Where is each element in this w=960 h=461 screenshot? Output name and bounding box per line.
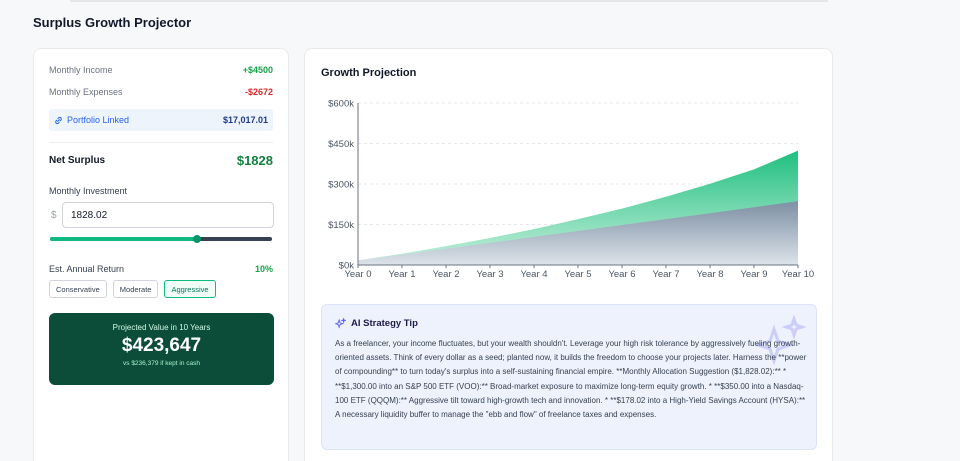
projected-value-comparison: vs $236,379 if kept in cash <box>123 360 200 367</box>
portfolio-link[interactable]: Portfolio Linked <box>54 115 129 125</box>
slider-thumb[interactable] <box>192 235 201 243</box>
x-tick-label: Year 10 <box>782 269 814 280</box>
income-value: +$4500 <box>242 65 273 75</box>
y-tick-label: $300k <box>328 180 354 191</box>
x-tick-label: Year 6 <box>608 269 635 280</box>
top-divider <box>70 0 828 2</box>
sparkle-icon <box>335 318 346 329</box>
net-surplus-row: Net Surplus $1828 <box>49 153 273 168</box>
income-label: Monthly Income <box>49 65 113 75</box>
x-tick-label: Year 2 <box>432 269 459 280</box>
growth-projection-panel: Growth Projection $0k $150k $300k $450k $600… <box>304 48 833 461</box>
annual-return-label: Est. Annual Return <box>49 264 125 274</box>
x-tick-label: Year 5 <box>564 269 591 280</box>
x-tick-label: Year 0 <box>344 269 371 280</box>
y-tick-label: $0k <box>339 261 355 272</box>
divider <box>49 142 273 143</box>
projected-value-card: Projected Value in 10 Years $423,647 vs … <box>49 313 274 385</box>
investment-slider[interactable] <box>50 235 272 243</box>
moderate-button[interactable]: Moderate <box>112 280 159 298</box>
risk-profile-options: Conservative Moderate Aggressive <box>49 280 216 298</box>
monthly-investment-input[interactable] <box>62 202 274 228</box>
expenses-label: Monthly Expenses <box>49 87 123 97</box>
tip-text: As a freelancer, your income fluctuates,… <box>335 339 807 420</box>
aggressive-button[interactable]: Aggressive <box>164 280 216 298</box>
net-surplus-value: $1828 <box>236 153 273 168</box>
x-tick-label: Year 8 <box>696 269 723 280</box>
tip-header: AI Strategy Tip <box>335 318 418 329</box>
portfolio-value: $17,017.01 <box>222 115 268 125</box>
cash-area-series <box>358 201 798 265</box>
monthly-investment-label: Monthly Investment <box>49 186 128 196</box>
x-tick-label: Year 9 <box>740 269 767 280</box>
conservative-button[interactable]: Conservative <box>49 280 107 298</box>
slider-fill <box>50 237 197 241</box>
chart-title: Growth Projection <box>321 67 417 79</box>
x-tick-label: Year 3 <box>476 269 503 280</box>
growth-chart: $0k $150k $300k $450k $600k Year 0 Year 1 Year … <box>328 99 814 281</box>
link-icon <box>55 116 62 124</box>
input-panel: Monthly Income +$4500 Monthly Expenses -… <box>33 48 289 461</box>
ai-strategy-tip: AI Strategy Tip As a freelancer, your in… <box>321 304 817 450</box>
currency-symbol: $ <box>51 210 57 221</box>
portfolio-linked-row[interactable]: Portfolio Linked $17,017.01 <box>49 109 273 131</box>
page-title: Surplus Growth Projector <box>33 15 192 30</box>
x-tick-label: Year 1 <box>388 269 415 280</box>
tip-title: AI Strategy Tip <box>351 318 418 329</box>
projected-value-title: Projected Value in 10 Years <box>112 323 211 332</box>
projected-value-amount: $423,647 <box>121 335 202 356</box>
x-tick-label: Year 7 <box>652 269 679 280</box>
expenses-value: -$2672 <box>244 87 273 97</box>
portfolio-label: Portfolio Linked <box>67 115 130 125</box>
annual-return-value: 10% <box>254 264 273 274</box>
x-tick-label: Year 4 <box>520 269 547 280</box>
sparkle-decoration-icon <box>756 315 806 365</box>
net-surplus-label: Net Surplus <box>49 155 106 166</box>
y-tick-label: $150k <box>328 220 354 231</box>
y-tick-label: $450k <box>328 139 354 150</box>
annual-return-row: Est. Annual Return 10% <box>49 264 273 274</box>
income-row: Monthly Income +$4500 <box>49 65 273 75</box>
y-tick-label: $600k <box>328 99 354 110</box>
expenses-row: Monthly Expenses -$2672 <box>49 87 273 97</box>
